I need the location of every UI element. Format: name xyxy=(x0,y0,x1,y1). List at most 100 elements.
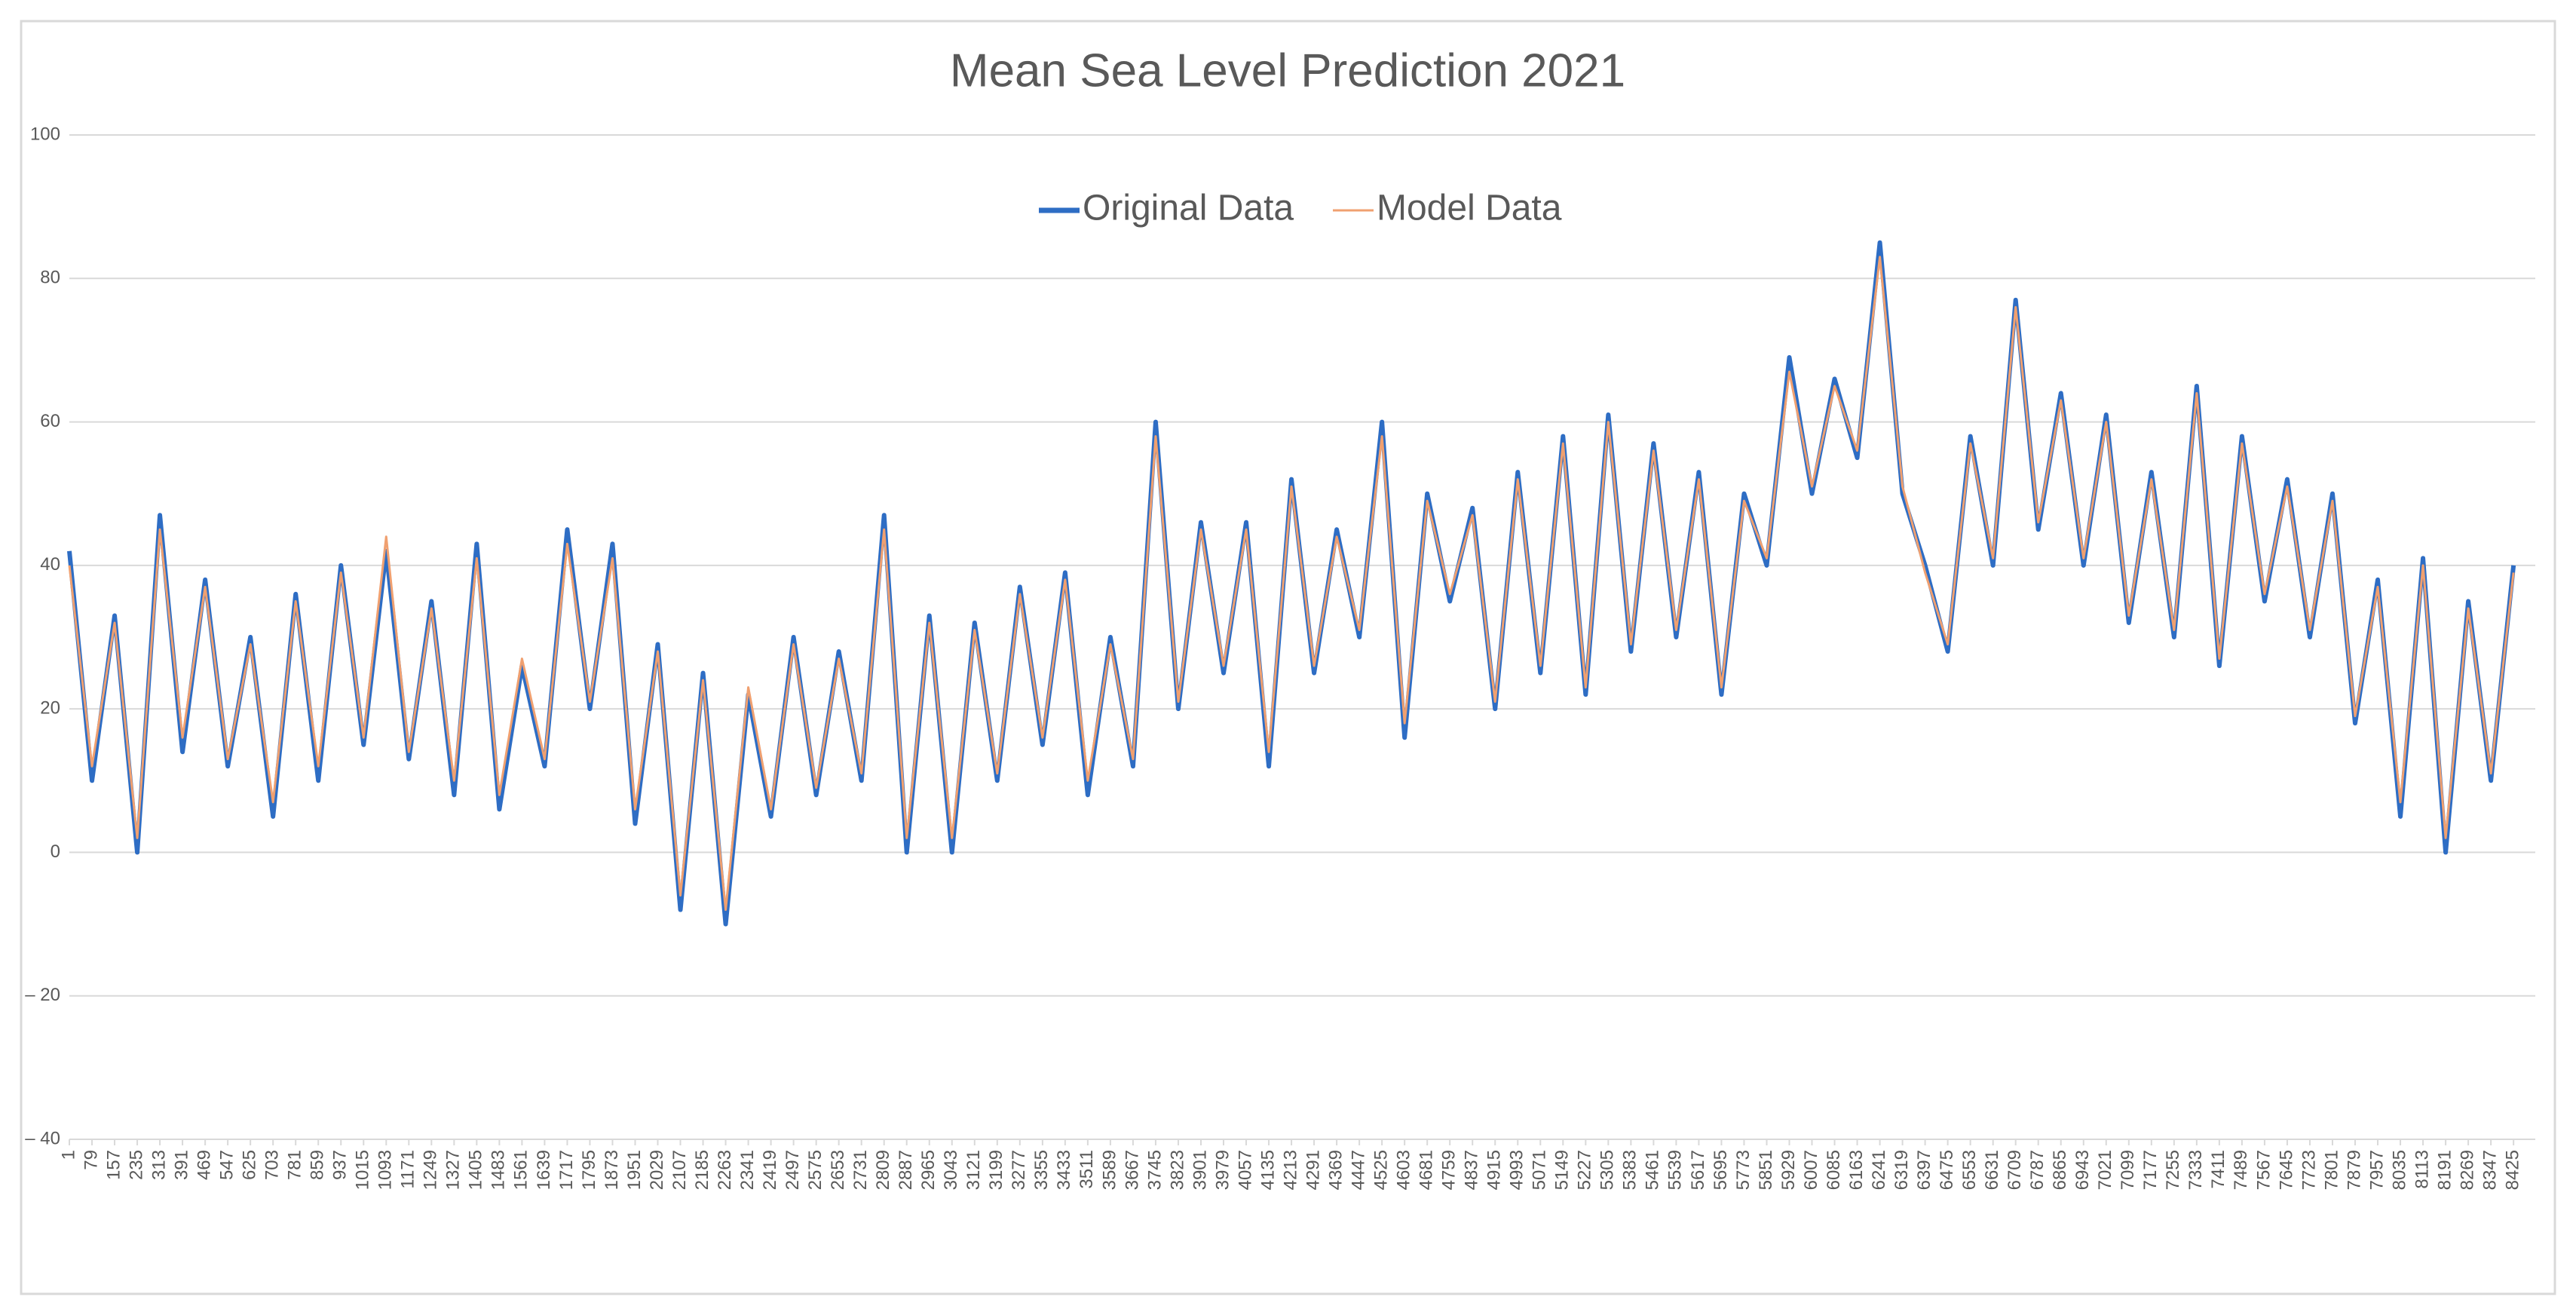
x-tick-label: 4759 xyxy=(1439,1150,1460,1190)
x-tick-label: 6709 xyxy=(2005,1150,2025,1190)
x-tick-label: 4447 xyxy=(1348,1150,1368,1190)
x-tick-label: 7567 xyxy=(2253,1150,2274,1190)
y-tick-label: – 40 xyxy=(25,1128,60,1148)
x-tick-label: 8269 xyxy=(2457,1150,2477,1190)
x-tick-label: 7411 xyxy=(2208,1150,2228,1189)
x-tick-label: 5383 xyxy=(1620,1150,1640,1190)
x-tick-label: 1249 xyxy=(421,1150,441,1190)
x-tick-label: 8191 xyxy=(2434,1150,2455,1190)
x-tick-label: 937 xyxy=(330,1150,351,1180)
x-tick-label: 8035 xyxy=(2389,1150,2409,1190)
x-tick-label: 2029 xyxy=(647,1150,667,1190)
x-tick-label: 4369 xyxy=(1325,1150,1346,1190)
x-tick-label: 4681 xyxy=(1417,1150,1437,1190)
x-tick-label: 4213 xyxy=(1280,1150,1300,1190)
x-tick-label: 8425 xyxy=(2502,1150,2522,1190)
x-tick-label: 2575 xyxy=(805,1150,825,1190)
x-tick-label: 3043 xyxy=(941,1150,961,1190)
x-tick-label: 5851 xyxy=(1756,1150,1776,1190)
x-tick-label: 2497 xyxy=(783,1150,803,1190)
x-tick-label: 2263 xyxy=(715,1150,735,1190)
x-tick-label: 1483 xyxy=(489,1150,509,1190)
x-tick-label: 1 xyxy=(58,1150,78,1160)
x-tick-label: 6007 xyxy=(1801,1150,1821,1190)
x-tick-label: 5929 xyxy=(1778,1150,1799,1190)
x-tick-label: 6787 xyxy=(2027,1150,2048,1190)
x-tick-label: 7255 xyxy=(2163,1150,2183,1190)
x-tick-label: 4603 xyxy=(1394,1150,1414,1190)
y-tick-label: – 20 xyxy=(25,985,60,1005)
x-tick-label: 7333 xyxy=(2185,1150,2206,1190)
x-tick-label: 2731 xyxy=(850,1150,871,1190)
x-tick-label: 703 xyxy=(262,1150,283,1180)
x-tick-label: 2341 xyxy=(737,1150,758,1190)
x-tick-label: 4837 xyxy=(1462,1150,1482,1190)
y-tick-label: 20 xyxy=(40,697,60,718)
x-tick-label: 3823 xyxy=(1167,1150,1187,1190)
x-tick-label: 7177 xyxy=(2140,1150,2161,1190)
x-tick-label: 5539 xyxy=(1665,1150,1686,1190)
x-tick-label: 3901 xyxy=(1190,1150,1210,1190)
x-tick-label: 1405 xyxy=(466,1150,486,1190)
x-tick-label: 8347 xyxy=(2480,1150,2500,1190)
x-tick-label: 3511 xyxy=(1077,1150,1097,1189)
x-tick-label: 3277 xyxy=(1009,1150,1029,1190)
x-tick-label: 2107 xyxy=(669,1150,690,1190)
y-tick-label: 100 xyxy=(30,124,60,144)
x-tick-label: 2419 xyxy=(760,1150,780,1190)
x-tick-label: 2809 xyxy=(873,1150,893,1190)
x-tick-label: 5461 xyxy=(1643,1150,1663,1190)
x-tick-label: 1327 xyxy=(443,1150,464,1190)
x-tick-label: 1015 xyxy=(353,1150,373,1190)
x-tick-label: 469 xyxy=(194,1150,214,1180)
x-tick-label: 4525 xyxy=(1371,1150,1391,1190)
x-tick-label: 1951 xyxy=(624,1150,645,1190)
legend-label: Model Data xyxy=(1377,189,1562,228)
x-tick-label: 2653 xyxy=(828,1150,848,1190)
x-tick-label: 1171 xyxy=(398,1150,418,1189)
x-tick-label: 7957 xyxy=(2366,1150,2387,1190)
y-tick-label: 80 xyxy=(40,268,60,288)
series-line xyxy=(68,256,2515,912)
x-tick-label: 3355 xyxy=(1031,1150,1052,1190)
x-tick-label: 7645 xyxy=(2276,1150,2296,1190)
x-tick-label: 7879 xyxy=(2344,1150,2364,1190)
x-tick-label: 3667 xyxy=(1122,1150,1142,1190)
x-tick-label: 79 xyxy=(81,1150,101,1170)
x-tick-label: 7801 xyxy=(2321,1150,2342,1190)
x-tick-label: 5305 xyxy=(1597,1150,1618,1190)
x-tick-label: 8113 xyxy=(2412,1150,2432,1189)
chart-frame xyxy=(20,20,2556,1295)
x-tick-label: 1717 xyxy=(556,1150,577,1190)
x-tick-label: 3979 xyxy=(1212,1150,1233,1190)
x-tick-label: 5773 xyxy=(1733,1150,1754,1190)
series-line xyxy=(67,240,2516,927)
x-tick-label: 3433 xyxy=(1054,1150,1074,1190)
y-tick-label: 40 xyxy=(40,554,60,575)
x-tick-label: 3745 xyxy=(1144,1150,1165,1190)
legend-label: Original Data xyxy=(1083,189,1294,228)
x-tick-label: 7489 xyxy=(2231,1150,2251,1190)
x-tick-label: 6475 xyxy=(1937,1150,1957,1190)
x-tick-label: 3589 xyxy=(1099,1150,1120,1190)
y-tick-label: 60 xyxy=(40,411,60,431)
x-tick-label: 6631 xyxy=(1982,1150,2002,1190)
x-tick-label: 547 xyxy=(216,1150,237,1180)
x-tick-label: 313 xyxy=(149,1150,169,1180)
x-tick-label: 4291 xyxy=(1303,1150,1323,1190)
x-tick-label: 5071 xyxy=(1530,1150,1550,1190)
x-tick-label: 5617 xyxy=(1688,1150,1708,1190)
x-tick-label: 6241 xyxy=(1869,1150,1889,1190)
x-tick-label: 5227 xyxy=(1575,1150,1595,1190)
x-tick-label: 6865 xyxy=(2050,1150,2070,1190)
x-tick-label: 1639 xyxy=(534,1150,554,1190)
x-tick-label: 5149 xyxy=(1552,1150,1573,1190)
x-tick-label: 391 xyxy=(171,1150,191,1180)
x-tick-label: 6319 xyxy=(1891,1150,1912,1190)
x-tick-label: 625 xyxy=(240,1150,260,1180)
x-tick-label: 2965 xyxy=(918,1150,939,1190)
chart-title: Mean Sea Level Prediction 2021 xyxy=(950,44,1625,97)
x-tick-label: 4057 xyxy=(1235,1150,1255,1190)
